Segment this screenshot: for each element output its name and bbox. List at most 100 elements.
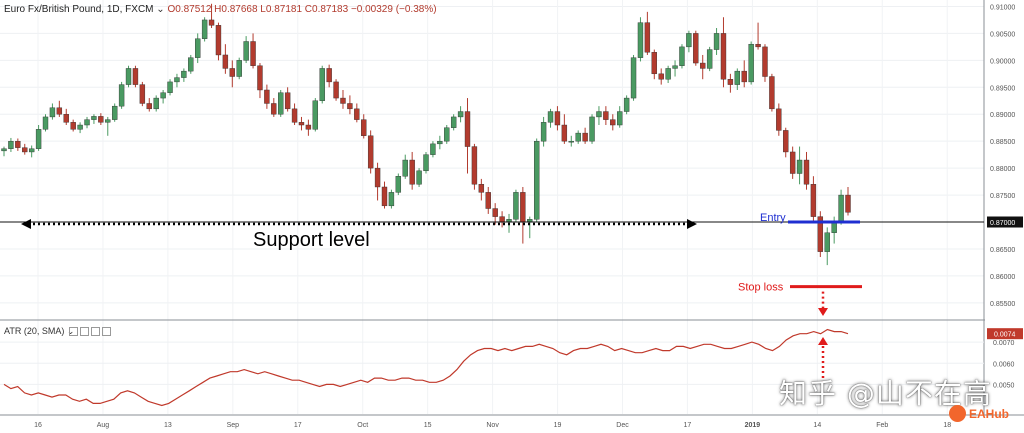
chevron-down-icon[interactable]: ⌄	[156, 4, 165, 15]
price-tick-label: 0.87500	[990, 193, 1015, 200]
candle	[284, 87, 291, 112]
atr-tick-label: 0.0070	[993, 340, 1015, 347]
candle-body	[464, 111, 471, 147]
candle	[28, 145, 35, 158]
candle-body	[630, 57, 637, 99]
candle-body	[271, 103, 277, 115]
candle	[56, 100, 63, 117]
candle	[700, 54, 706, 80]
gear-icon[interactable]	[80, 327, 89, 336]
candle	[125, 65, 132, 88]
eye-icon[interactable]	[69, 327, 78, 336]
candle-body	[298, 122, 305, 126]
atr-annotations	[818, 337, 828, 383]
candle	[243, 36, 249, 64]
chevron-down-icon[interactable]: ⌄	[66, 326, 75, 336]
candle	[374, 162, 381, 201]
price-tick-label: 0.90000	[990, 58, 1015, 65]
candle-body	[568, 140, 574, 143]
candle-body	[250, 41, 256, 66]
ohlc-readout: O0.87512 H0.87668 L0.87181 C0.87183 −0.0…	[167, 4, 437, 15]
candle-body	[28, 148, 35, 153]
candle	[803, 151, 810, 190]
time-tick-label: 13	[164, 422, 172, 429]
candle-body	[706, 49, 713, 69]
close-icon[interactable]	[91, 327, 100, 336]
time-axis[interactable]: 16 Aug 13 Sep 17 Oct 15 Nov 19 Dec 17 2019 14 Feb 18	[34, 422, 951, 429]
candle	[561, 114, 568, 144]
candle-body	[700, 62, 706, 69]
candle-body	[153, 97, 159, 110]
current-price-label: 0.87000	[990, 220, 1015, 227]
time-tick-label: 19	[554, 422, 562, 429]
indicator-label[interactable]: ATR (20, SMA)	[4, 326, 65, 336]
candle-body	[533, 140, 540, 220]
candle	[139, 81, 146, 107]
candle	[762, 44, 768, 82]
candle	[201, 17, 208, 42]
candle	[464, 98, 471, 174]
entry-label: Entry	[760, 212, 786, 224]
candle-body	[1, 148, 7, 152]
price-tick-label: 0.89000	[990, 112, 1015, 119]
candle	[188, 54, 194, 74]
candle-body	[727, 79, 734, 85]
candle-body	[91, 116, 97, 120]
time-tick-label: 18	[943, 422, 951, 429]
candle	[291, 103, 298, 126]
candle-body	[437, 140, 443, 145]
price-tick-label: 0.86000	[990, 274, 1015, 281]
candle	[748, 41, 754, 85]
candle-body	[423, 154, 429, 172]
price-tick-label: 0.89500	[990, 85, 1015, 92]
candle	[596, 106, 602, 126]
chart-header: Euro Fx/British Pound, 1D, FXCM ⌄ O0.875…	[4, 4, 437, 15]
candle	[146, 98, 152, 112]
candle-body	[679, 46, 685, 66]
candle-body	[520, 192, 526, 223]
candle	[651, 49, 657, 80]
candle-body	[347, 103, 353, 110]
price-tick-label: 0.88000	[990, 166, 1015, 173]
watermark-text: 知乎 @山不在高	[779, 377, 992, 410]
candle-body	[499, 216, 505, 223]
candle	[305, 119, 312, 136]
time-tick-label: Aug	[97, 422, 110, 429]
candle-body	[776, 108, 782, 131]
candle	[153, 95, 159, 112]
candle-body	[769, 76, 775, 110]
candle	[215, 22, 222, 61]
candle	[167, 79, 173, 96]
candle-body	[201, 19, 208, 39]
atr-tick-label: 0.0050	[993, 382, 1015, 389]
symbol-title[interactable]: Euro Fx/British Pound, 1D, FXCM	[4, 4, 154, 15]
time-tick-label: Oct	[357, 422, 368, 429]
candle	[229, 60, 235, 88]
candle-body	[603, 111, 609, 120]
price-tick-label: 0.90500	[990, 31, 1015, 38]
more-icon[interactable]	[102, 327, 111, 336]
candle	[111, 103, 118, 122]
candle-body	[755, 43, 761, 48]
time-tick-label: 2019	[745, 422, 761, 429]
candle-body	[291, 108, 298, 123]
candle-body	[762, 46, 768, 77]
candle	[42, 114, 49, 132]
candle-body	[84, 119, 90, 126]
candle-body	[686, 33, 692, 48]
price-axis[interactable]: 0.85500 0.86000 0.86500 0.87000 0.87500 0.880…	[985, 0, 1024, 414]
candle	[298, 116, 305, 131]
candle-body	[63, 114, 69, 123]
candle-body	[374, 167, 381, 188]
price-tick-label: 0.88500	[990, 139, 1015, 146]
candle-body	[354, 108, 360, 120]
candle	[755, 22, 761, 50]
candle-body	[98, 116, 104, 123]
candle-body	[838, 194, 844, 223]
indicator-header: ATR (20, SMA) ⌄	[4, 326, 74, 337]
candle-body	[644, 22, 651, 53]
candle-body	[222, 54, 229, 69]
candle	[520, 186, 526, 244]
candle-body	[471, 146, 478, 185]
